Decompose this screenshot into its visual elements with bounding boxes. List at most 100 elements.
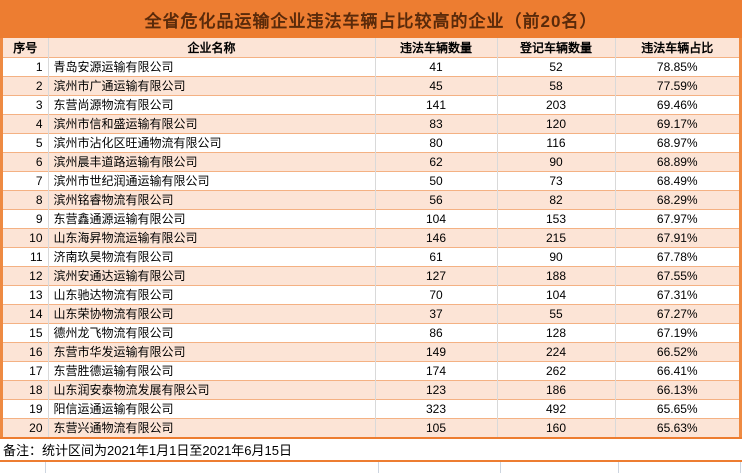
violation-count-cell[interactable]: 146	[374, 227, 497, 247]
violation-ratio-cell[interactable]: 67.55%	[614, 265, 739, 285]
company-name-cell[interactable]: 青岛安源运输有限公司	[47, 56, 375, 76]
registered-count-cell[interactable]: 492	[496, 398, 615, 418]
company-name-cell[interactable]: 东营市华发运输有限公司	[47, 341, 375, 361]
registered-count-cell[interactable]: 90	[496, 246, 615, 266]
company-name-cell[interactable]: 滨州市沾化区旺通物流有限公司	[47, 132, 375, 152]
registered-count-cell[interactable]: 116	[496, 132, 615, 152]
violation-ratio-cell[interactable]: 68.97%	[614, 132, 739, 152]
column-header[interactable]: 序号	[3, 38, 48, 57]
rank-cell[interactable]: 4	[3, 113, 48, 133]
company-name-cell[interactable]: 山东海昇物流运输有限公司	[47, 227, 375, 247]
registered-count-cell[interactable]: 55	[496, 303, 615, 323]
registered-count-cell[interactable]: 203	[496, 94, 615, 114]
violation-count-cell[interactable]: 83	[374, 113, 497, 133]
registered-count-cell[interactable]: 188	[496, 265, 615, 285]
rank-cell[interactable]: 17	[3, 360, 48, 380]
rank-cell[interactable]: 15	[3, 322, 48, 342]
violation-ratio-cell[interactable]: 67.78%	[614, 246, 739, 266]
violation-count-cell[interactable]: 105	[374, 417, 497, 437]
company-name-cell[interactable]: 滨州安通达运输有限公司	[47, 265, 375, 285]
column-header[interactable]: 登记车辆数量	[496, 38, 615, 57]
rank-cell[interactable]: 5	[3, 132, 48, 152]
rank-cell[interactable]: 11	[3, 246, 48, 266]
registered-count-cell[interactable]: 128	[496, 322, 615, 342]
violation-ratio-cell[interactable]: 66.52%	[614, 341, 739, 361]
company-name-cell[interactable]: 德州龙飞物流有限公司	[47, 322, 375, 342]
violation-ratio-cell[interactable]: 67.19%	[614, 322, 739, 342]
violation-count-cell[interactable]: 70	[374, 284, 497, 304]
violation-ratio-cell[interactable]: 78.85%	[614, 56, 739, 76]
violation-ratio-cell[interactable]: 69.17%	[614, 113, 739, 133]
company-name-cell[interactable]: 滨州铭睿物流有限公司	[47, 189, 375, 209]
column-header[interactable]: 企业名称	[47, 38, 375, 57]
violation-ratio-cell[interactable]: 66.41%	[614, 360, 739, 380]
violation-count-cell[interactable]: 56	[374, 189, 497, 209]
registered-count-cell[interactable]: 160	[496, 417, 615, 437]
violation-count-cell[interactable]: 174	[374, 360, 497, 380]
violation-ratio-cell[interactable]: 69.46%	[614, 94, 739, 114]
violation-count-cell[interactable]: 50	[374, 170, 497, 190]
column-header[interactable]: 违法车辆数量	[374, 38, 497, 57]
rank-cell[interactable]: 14	[3, 303, 48, 323]
registered-count-cell[interactable]: 186	[496, 379, 615, 399]
violation-count-cell[interactable]: 141	[374, 94, 497, 114]
rank-cell[interactable]: 7	[3, 170, 48, 190]
registered-count-cell[interactable]: 120	[496, 113, 615, 133]
company-name-cell[interactable]: 滨州市信和盛运输有限公司	[47, 113, 375, 133]
violation-count-cell[interactable]: 127	[374, 265, 497, 285]
company-name-cell[interactable]: 滨州晨丰道路运输有限公司	[47, 151, 375, 171]
rank-cell[interactable]: 8	[3, 189, 48, 209]
rank-cell[interactable]: 13	[3, 284, 48, 304]
rank-cell[interactable]: 10	[3, 227, 48, 247]
company-name-cell[interactable]: 东营胜德运输有限公司	[47, 360, 375, 380]
violation-ratio-cell[interactable]: 77.59%	[614, 75, 739, 95]
violation-count-cell[interactable]: 41	[374, 56, 497, 76]
registered-count-cell[interactable]: 73	[496, 170, 615, 190]
registered-count-cell[interactable]: 52	[496, 56, 615, 76]
rank-cell[interactable]: 6	[3, 151, 48, 171]
company-name-cell[interactable]: 东营鑫通源运输有限公司	[47, 208, 375, 228]
registered-count-cell[interactable]: 82	[496, 189, 615, 209]
violation-count-cell[interactable]: 62	[374, 151, 497, 171]
violation-ratio-cell[interactable]: 68.89%	[614, 151, 739, 171]
violation-count-cell[interactable]: 323	[374, 398, 497, 418]
company-name-cell[interactable]: 滨州市广通运输有限公司	[47, 75, 375, 95]
violation-count-cell[interactable]: 149	[374, 341, 497, 361]
violation-ratio-cell[interactable]: 67.91%	[614, 227, 739, 247]
violation-count-cell[interactable]: 61	[374, 246, 497, 266]
violation-count-cell[interactable]: 80	[374, 132, 497, 152]
violation-count-cell[interactable]: 45	[374, 75, 497, 95]
rank-cell[interactable]: 20	[3, 417, 48, 437]
rank-cell[interactable]: 19	[3, 398, 48, 418]
violation-count-cell[interactable]: 86	[374, 322, 497, 342]
registered-count-cell[interactable]: 104	[496, 284, 615, 304]
registered-count-cell[interactable]: 215	[496, 227, 615, 247]
rank-cell[interactable]: 18	[3, 379, 48, 399]
company-name-cell[interactable]: 东营兴通物流有限公司	[47, 417, 375, 437]
registered-count-cell[interactable]: 262	[496, 360, 615, 380]
rank-cell[interactable]: 9	[3, 208, 48, 228]
company-name-cell[interactable]: 滨州市世纪润通运输有限公司	[47, 170, 375, 190]
violation-ratio-cell[interactable]: 66.13%	[614, 379, 739, 399]
company-name-cell[interactable]: 阳信运通运输有限公司	[47, 398, 375, 418]
violation-count-cell[interactable]: 104	[374, 208, 497, 228]
company-name-cell[interactable]: 济南玖昊物流有限公司	[47, 246, 375, 266]
rank-cell[interactable]: 3	[3, 94, 48, 114]
violation-ratio-cell[interactable]: 67.27%	[614, 303, 739, 323]
rank-cell[interactable]: 2	[3, 75, 48, 95]
registered-count-cell[interactable]: 153	[496, 208, 615, 228]
violation-ratio-cell[interactable]: 68.49%	[614, 170, 739, 190]
violation-ratio-cell[interactable]: 67.97%	[614, 208, 739, 228]
violation-ratio-cell[interactable]: 67.31%	[614, 284, 739, 304]
rank-cell[interactable]: 1	[3, 56, 48, 76]
violation-count-cell[interactable]: 123	[374, 379, 497, 399]
violation-count-cell[interactable]: 37	[374, 303, 497, 323]
registered-count-cell[interactable]: 58	[496, 75, 615, 95]
rank-cell[interactable]: 12	[3, 265, 48, 285]
column-header[interactable]: 违法车辆占比	[614, 38, 739, 57]
registered-count-cell[interactable]: 224	[496, 341, 615, 361]
violation-ratio-cell[interactable]: 68.29%	[614, 189, 739, 209]
registered-count-cell[interactable]: 90	[496, 151, 615, 171]
violation-ratio-cell[interactable]: 65.65%	[614, 398, 739, 418]
rank-cell[interactable]: 16	[3, 341, 48, 361]
